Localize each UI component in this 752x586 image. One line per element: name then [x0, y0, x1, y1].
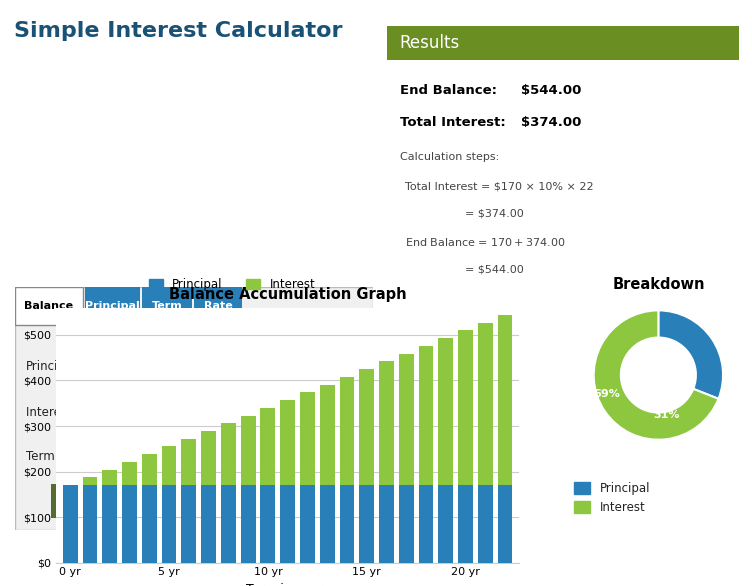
- Text: Calculate: Calculate: [86, 495, 148, 507]
- Bar: [83, 485, 98, 563]
- Bar: [498, 485, 512, 563]
- Bar: [419, 485, 433, 563]
- Bar: [102, 485, 117, 563]
- Text: Principal: Principal: [26, 360, 76, 373]
- Bar: [221, 485, 236, 563]
- Bar: [181, 439, 196, 485]
- Legend: Principal, Interest: Principal, Interest: [574, 482, 650, 514]
- X-axis label: Term in years: Term in years: [245, 583, 330, 586]
- Bar: [359, 485, 374, 563]
- FancyBboxPatch shape: [387, 26, 739, 60]
- Bar: [339, 485, 354, 563]
- FancyBboxPatch shape: [51, 484, 202, 518]
- Bar: [280, 400, 295, 485]
- Bar: [438, 485, 453, 563]
- Text: Calculation steps:: Calculation steps:: [399, 152, 499, 162]
- Bar: [162, 447, 177, 485]
- Bar: [63, 485, 77, 563]
- Bar: [221, 423, 236, 485]
- Bar: [458, 485, 473, 563]
- FancyBboxPatch shape: [194, 287, 242, 325]
- Text: 69%: 69%: [593, 390, 620, 400]
- Bar: [478, 485, 493, 563]
- Bar: [320, 485, 335, 563]
- Text: Total Interest = $170 × 10% × 22: Total Interest = $170 × 10% × 22: [405, 181, 593, 192]
- FancyBboxPatch shape: [142, 287, 193, 325]
- Text: Results: Results: [399, 34, 459, 52]
- Title: Balance Accumulation Graph: Balance Accumulation Graph: [169, 287, 406, 302]
- Text: Term: Term: [152, 301, 183, 311]
- Bar: [142, 454, 156, 485]
- Bar: [260, 408, 275, 485]
- Bar: [438, 338, 453, 485]
- Text: Clear: Clear: [239, 495, 271, 507]
- Bar: [458, 331, 473, 485]
- Text: 10: 10: [146, 401, 161, 414]
- Wedge shape: [594, 311, 718, 440]
- Text: $544.00: $544.00: [521, 84, 581, 97]
- Title: Breakdown: Breakdown: [612, 277, 705, 292]
- Bar: [241, 415, 256, 485]
- FancyBboxPatch shape: [15, 287, 83, 325]
- Bar: [300, 485, 315, 563]
- Text: Rate: Rate: [204, 301, 232, 311]
- Bar: [399, 485, 414, 563]
- Bar: [478, 323, 493, 485]
- Bar: [379, 362, 394, 485]
- Text: Simple Interest Calculator: Simple Interest Calculator: [14, 21, 342, 40]
- Bar: [122, 485, 137, 563]
- FancyBboxPatch shape: [85, 287, 141, 325]
- FancyBboxPatch shape: [97, 346, 298, 377]
- Text: Total Interest:: Total Interest:: [399, 116, 505, 129]
- Bar: [241, 485, 256, 563]
- FancyBboxPatch shape: [217, 391, 353, 423]
- FancyBboxPatch shape: [141, 435, 198, 467]
- FancyBboxPatch shape: [212, 484, 298, 518]
- Bar: [320, 384, 335, 485]
- Bar: [202, 431, 216, 485]
- Bar: [83, 478, 98, 485]
- Bar: [260, 485, 275, 563]
- Text: End Balance = $170 + $374.00: End Balance = $170 + $374.00: [405, 236, 566, 248]
- FancyBboxPatch shape: [217, 435, 353, 467]
- Text: ⌄: ⌄: [343, 403, 352, 413]
- Bar: [399, 353, 414, 485]
- Bar: [122, 462, 137, 485]
- Bar: [359, 369, 374, 485]
- Text: Principal: Principal: [85, 301, 140, 311]
- Bar: [162, 485, 177, 563]
- Text: 31%: 31%: [653, 410, 680, 421]
- Text: ⌄: ⌄: [343, 447, 352, 456]
- Bar: [142, 485, 156, 563]
- Bar: [419, 346, 433, 485]
- FancyBboxPatch shape: [141, 391, 198, 423]
- FancyBboxPatch shape: [15, 287, 373, 530]
- Text: End Balance:: End Balance:: [399, 84, 496, 97]
- Text: per year: per year: [224, 403, 271, 413]
- Bar: [300, 392, 315, 485]
- Text: %: %: [203, 401, 214, 414]
- Text: years: years: [224, 447, 255, 456]
- Text: = $374.00: = $374.00: [465, 208, 523, 218]
- Text: $170: $170: [106, 355, 136, 368]
- Text: Interest rate: Interest rate: [26, 406, 99, 419]
- Bar: [339, 377, 354, 485]
- Text: 22: 22: [146, 445, 161, 458]
- Bar: [202, 485, 216, 563]
- Bar: [181, 485, 196, 563]
- Bar: [498, 315, 512, 485]
- Text: = $544.00: = $544.00: [465, 264, 523, 274]
- Bar: [379, 485, 394, 563]
- Bar: [280, 485, 295, 563]
- Wedge shape: [658, 311, 723, 399]
- Text: Term: Term: [26, 449, 55, 463]
- Text: Balance: Balance: [25, 301, 74, 311]
- Text: ▶: ▶: [174, 496, 182, 506]
- Bar: [102, 470, 117, 485]
- Legend: Principal, Interest: Principal, Interest: [149, 278, 316, 291]
- Text: $374.00: $374.00: [521, 116, 581, 129]
